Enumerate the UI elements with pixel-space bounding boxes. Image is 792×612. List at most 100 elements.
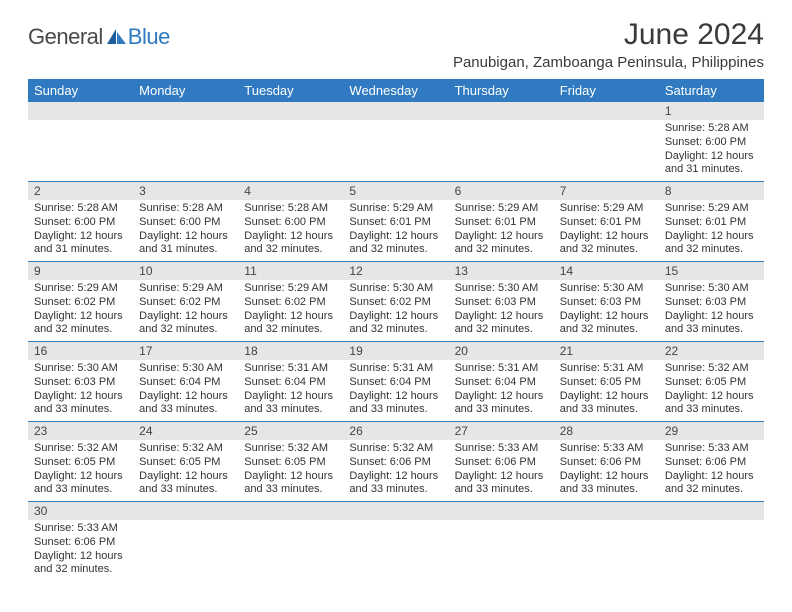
day-line: Daylight: 12 hours [139,230,232,244]
calendar-cell: 8Sunrise: 5:29 AMSunset: 6:01 PMDaylight… [659,182,764,262]
calendar-cell: 24Sunrise: 5:32 AMSunset: 6:05 PMDayligh… [133,422,238,502]
day-body: Sunrise: 5:30 AMSunset: 6:03 PMDaylight:… [28,360,133,421]
day-line: Sunset: 6:06 PM [665,456,758,470]
day-line: Daylight: 12 hours [34,390,127,404]
day-line: Daylight: 12 hours [139,390,232,404]
day-body: Sunrise: 5:31 AMSunset: 6:04 PMDaylight:… [343,360,448,421]
calendar-week: 23Sunrise: 5:32 AMSunset: 6:05 PMDayligh… [28,422,764,502]
day-body: Sunrise: 5:33 AMSunset: 6:06 PMDaylight:… [28,520,133,581]
calendar-cell: 5Sunrise: 5:29 AMSunset: 6:01 PMDaylight… [343,182,448,262]
day-line: Sunrise: 5:28 AM [34,202,127,216]
day-line: and 33 minutes. [560,483,653,497]
day-line: Daylight: 12 hours [349,390,442,404]
day-line: Sunrise: 5:32 AM [139,442,232,456]
calendar-cell: 12Sunrise: 5:30 AMSunset: 6:02 PMDayligh… [343,262,448,342]
calendar-cell: 23Sunrise: 5:32 AMSunset: 6:05 PMDayligh… [28,422,133,502]
day-body: Sunrise: 5:29 AMSunset: 6:02 PMDaylight:… [133,280,238,341]
day-line: Sunrise: 5:30 AM [665,282,758,296]
calendar-cell [133,102,238,182]
day-line: Sunset: 6:05 PM [665,376,758,390]
day-header-tue: Tuesday [238,79,343,102]
day-line: Sunset: 6:00 PM [34,216,127,230]
day-line: Sunset: 6:03 PM [560,296,653,310]
day-line: Sunrise: 5:31 AM [244,362,337,376]
day-line: Sunset: 6:05 PM [244,456,337,470]
day-line: Sunset: 6:06 PM [349,456,442,470]
page-header: General Blue June 2024 Panubigan, Zamboa… [28,18,764,71]
day-line: Daylight: 12 hours [455,390,548,404]
day-line: Sunset: 6:02 PM [244,296,337,310]
day-line: Daylight: 12 hours [139,470,232,484]
day-line: and 32 minutes. [139,323,232,337]
day-number: 26 [343,422,448,440]
day-line: Sunset: 6:06 PM [560,456,653,470]
day-body: Sunrise: 5:33 AMSunset: 6:06 PMDaylight:… [554,440,659,501]
calendar-cell: 9Sunrise: 5:29 AMSunset: 6:02 PMDaylight… [28,262,133,342]
day-line: Daylight: 12 hours [139,310,232,324]
day-line: Daylight: 12 hours [455,230,548,244]
day-line: Daylight: 12 hours [349,230,442,244]
day-number: 25 [238,422,343,440]
day-line: Sunrise: 5:29 AM [34,282,127,296]
day-number: 20 [449,342,554,360]
day-line: Daylight: 12 hours [34,470,127,484]
day-number [133,502,238,520]
day-line: Sunset: 6:06 PM [455,456,548,470]
day-line: and 31 minutes. [139,243,232,257]
day-body: Sunrise: 5:29 AMSunset: 6:01 PMDaylight:… [659,200,764,261]
day-body: Sunrise: 5:32 AMSunset: 6:05 PMDaylight:… [238,440,343,501]
day-line: Sunrise: 5:32 AM [665,362,758,376]
day-line: Sunset: 6:00 PM [244,216,337,230]
day-line: Sunset: 6:06 PM [34,536,127,550]
calendar-week: 9Sunrise: 5:29 AMSunset: 6:02 PMDaylight… [28,262,764,342]
day-line: Daylight: 12 hours [560,470,653,484]
day-number [238,102,343,120]
calendar-cell: 6Sunrise: 5:29 AMSunset: 6:01 PMDaylight… [449,182,554,262]
day-line: Sunset: 6:04 PM [139,376,232,390]
day-header-wed: Wednesday [343,79,448,102]
day-number: 2 [28,182,133,200]
day-number: 13 [449,262,554,280]
day-line: Daylight: 12 hours [665,470,758,484]
day-line: and 32 minutes. [349,243,442,257]
day-line: Sunrise: 5:29 AM [665,202,758,216]
day-number [343,502,448,520]
calendar-cell: 26Sunrise: 5:32 AMSunset: 6:06 PMDayligh… [343,422,448,502]
day-line: and 31 minutes. [665,163,758,177]
day-line: and 31 minutes. [34,243,127,257]
day-line: Daylight: 12 hours [34,230,127,244]
calendar-week: 30Sunrise: 5:33 AMSunset: 6:06 PMDayligh… [28,502,764,582]
day-line: and 32 minutes. [665,483,758,497]
day-number [133,102,238,120]
day-line: Sunset: 6:03 PM [665,296,758,310]
day-line: Daylight: 12 hours [455,310,548,324]
calendar-body: 1Sunrise: 5:28 AMSunset: 6:00 PMDaylight… [28,102,764,581]
calendar-cell: 14Sunrise: 5:30 AMSunset: 6:03 PMDayligh… [554,262,659,342]
day-body: Sunrise: 5:32 AMSunset: 6:05 PMDaylight:… [133,440,238,501]
day-number: 1 [659,102,764,120]
day-line: and 33 minutes. [139,483,232,497]
calendar-week: 1Sunrise: 5:28 AMSunset: 6:00 PMDaylight… [28,102,764,182]
day-body: Sunrise: 5:29 AMSunset: 6:01 PMDaylight:… [343,200,448,261]
calendar-cell [238,502,343,582]
day-header-row: Sunday Monday Tuesday Wednesday Thursday… [28,79,764,102]
calendar-cell: 4Sunrise: 5:28 AMSunset: 6:00 PMDaylight… [238,182,343,262]
day-line: and 33 minutes. [139,403,232,417]
day-body: Sunrise: 5:28 AMSunset: 6:00 PMDaylight:… [659,120,764,181]
day-body: Sunrise: 5:28 AMSunset: 6:00 PMDaylight:… [28,200,133,261]
day-number [449,502,554,520]
day-header-fri: Friday [554,79,659,102]
day-line: Daylight: 12 hours [244,470,337,484]
logo-sail-icon [106,27,128,45]
day-line: and 32 minutes. [455,243,548,257]
calendar-cell: 7Sunrise: 5:29 AMSunset: 6:01 PMDaylight… [554,182,659,262]
day-number: 5 [343,182,448,200]
day-body: Sunrise: 5:30 AMSunset: 6:04 PMDaylight:… [133,360,238,421]
day-line: and 32 minutes. [455,323,548,337]
calendar-week: 16Sunrise: 5:30 AMSunset: 6:03 PMDayligh… [28,342,764,422]
day-line: Sunset: 6:05 PM [139,456,232,470]
title-block: June 2024 Panubigan, Zamboanga Peninsula… [453,18,764,71]
day-body: Sunrise: 5:32 AMSunset: 6:05 PMDaylight:… [659,360,764,421]
day-line: Sunrise: 5:32 AM [244,442,337,456]
calendar-cell: 25Sunrise: 5:32 AMSunset: 6:05 PMDayligh… [238,422,343,502]
